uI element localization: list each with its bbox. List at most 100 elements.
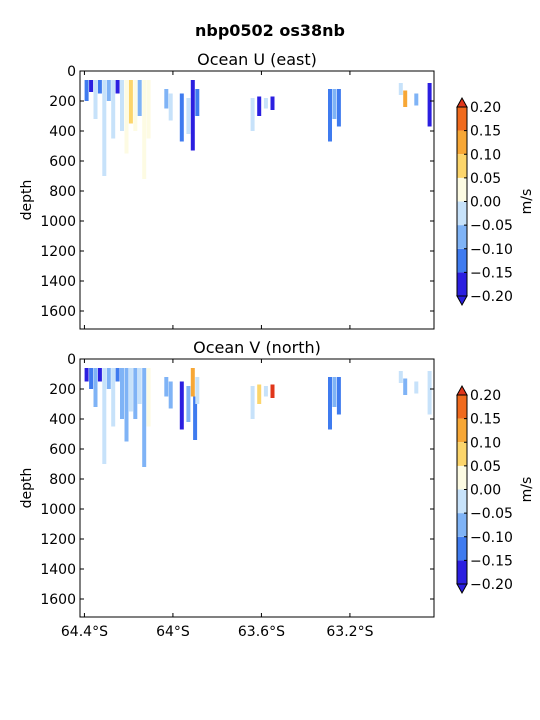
data-cell bbox=[84, 80, 89, 101]
data-cell bbox=[336, 89, 341, 127]
data-cell bbox=[403, 90, 408, 107]
figure-suptitle: nbp0502 os38nb bbox=[195, 21, 345, 40]
data-cell bbox=[332, 377, 337, 407]
data-cell bbox=[427, 371, 432, 415]
colorbar-tick-label: −0.05 bbox=[470, 218, 513, 234]
data-cell bbox=[111, 368, 116, 427]
colorbar-tick-label: −0.10 bbox=[470, 530, 513, 546]
x-tick-label: 64°S bbox=[156, 624, 190, 640]
y-tick-label: 400 bbox=[49, 124, 76, 140]
data-cell bbox=[128, 368, 133, 412]
data-cell bbox=[257, 96, 262, 116]
data-cell bbox=[179, 93, 184, 142]
colorbar-segment bbox=[457, 465, 467, 490]
data-cell bbox=[89, 80, 94, 92]
x-tick-label: 63.6°S bbox=[238, 624, 285, 640]
y-tick-label: 800 bbox=[49, 472, 76, 488]
data-cell bbox=[398, 83, 403, 95]
data-cell bbox=[403, 378, 408, 395]
data-cell bbox=[414, 93, 419, 106]
colorbar-label: m/s bbox=[519, 189, 535, 215]
data-cell bbox=[137, 80, 142, 116]
axes-background bbox=[80, 359, 434, 617]
data-cell bbox=[93, 368, 98, 407]
colorbar-segment bbox=[457, 536, 467, 561]
data-cell bbox=[106, 80, 111, 101]
data-cell bbox=[193, 396, 198, 440]
y-tick-label: 600 bbox=[49, 442, 76, 458]
y-axis-label: depth bbox=[19, 180, 35, 221]
data-cell bbox=[106, 368, 111, 389]
colorbar-tick-label: −0.15 bbox=[470, 553, 513, 569]
colorbar-segment bbox=[457, 201, 467, 226]
data-cell bbox=[142, 80, 147, 179]
colorbar-tick-label: −0.20 bbox=[470, 289, 513, 305]
data-cell bbox=[427, 83, 432, 127]
colorbar-segment bbox=[457, 513, 467, 537]
y-tick-label: 600 bbox=[49, 154, 76, 170]
data-cell bbox=[179, 381, 184, 430]
axes-frame bbox=[79, 70, 435, 330]
data-cell bbox=[133, 80, 138, 131]
data-cell bbox=[414, 381, 419, 394]
data-cell bbox=[142, 368, 147, 467]
y-tick-label: 0 bbox=[67, 352, 76, 368]
colorbar-label: m/s bbox=[519, 477, 535, 503]
data-cell bbox=[137, 368, 142, 404]
colorbar-segment bbox=[457, 418, 467, 443]
panel-title: Ocean U (east) bbox=[197, 50, 317, 69]
y-tick-label: 200 bbox=[49, 94, 76, 110]
y-tick-label: 1200 bbox=[40, 532, 76, 548]
colorbar-tick-label: 0.10 bbox=[470, 147, 501, 163]
axes-frame bbox=[79, 358, 435, 618]
data-cell bbox=[89, 368, 94, 389]
data-cell bbox=[146, 80, 151, 139]
data-cell bbox=[168, 381, 173, 409]
data-cell bbox=[332, 89, 337, 119]
colorbar-tick-label: 0.00 bbox=[470, 195, 501, 211]
colorbar-tick-label: −0.20 bbox=[470, 577, 513, 593]
y-tick-label: 1000 bbox=[40, 214, 76, 230]
data-cell bbox=[168, 93, 173, 121]
y-tick-label: 800 bbox=[49, 184, 76, 200]
y-tick-label: 1000 bbox=[40, 502, 76, 518]
y-tick-label: 400 bbox=[49, 412, 76, 428]
data-cell bbox=[128, 80, 133, 124]
data-cell bbox=[84, 368, 89, 382]
colorbar-segment bbox=[457, 489, 467, 514]
data-cell bbox=[111, 80, 116, 139]
colorbar-segment bbox=[457, 395, 467, 419]
colorbar-segment bbox=[457, 225, 467, 249]
colorbar: 0.20 0.15 0.10 0.05 0.00 −0.05 −0.10 −0.15 −0.20… bbox=[456, 96, 535, 307]
y-axis-label: depth bbox=[19, 468, 35, 509]
data-cell bbox=[115, 368, 120, 382]
y-tick-label: 1400 bbox=[40, 562, 76, 578]
y-tick-label: 1600 bbox=[40, 304, 76, 320]
data-cell bbox=[195, 377, 200, 404]
colorbar-tick-label: 0.05 bbox=[470, 171, 501, 187]
data-cell bbox=[263, 98, 268, 109]
colorbar-segment bbox=[457, 442, 467, 466]
data-cell bbox=[115, 80, 120, 94]
colorbar-tick-label: 0.20 bbox=[470, 100, 501, 116]
y-tick-label: 200 bbox=[49, 382, 76, 398]
data-cell bbox=[102, 80, 107, 176]
data-cell bbox=[398, 371, 403, 383]
data-cell bbox=[263, 386, 268, 397]
data-cell bbox=[257, 384, 262, 404]
colorbar-segment bbox=[457, 272, 467, 296]
data-cell bbox=[97, 368, 102, 382]
x-tick-label: 63.2°S bbox=[326, 624, 373, 640]
colorbar-tick-label: −0.10 bbox=[470, 242, 513, 258]
y-tick-label: 1200 bbox=[40, 244, 76, 260]
data-cell bbox=[164, 89, 169, 109]
colorbar-tick-label: 0.00 bbox=[470, 483, 501, 499]
data-cell bbox=[186, 386, 191, 422]
colorbar-tick-label: −0.05 bbox=[470, 506, 513, 522]
colorbar-segment bbox=[457, 154, 467, 178]
colorbar-tick-label: 0.20 bbox=[470, 388, 501, 404]
data-cell bbox=[124, 368, 129, 442]
data-cell bbox=[164, 377, 169, 397]
colorbar-tick-label: 0.05 bbox=[470, 459, 501, 475]
